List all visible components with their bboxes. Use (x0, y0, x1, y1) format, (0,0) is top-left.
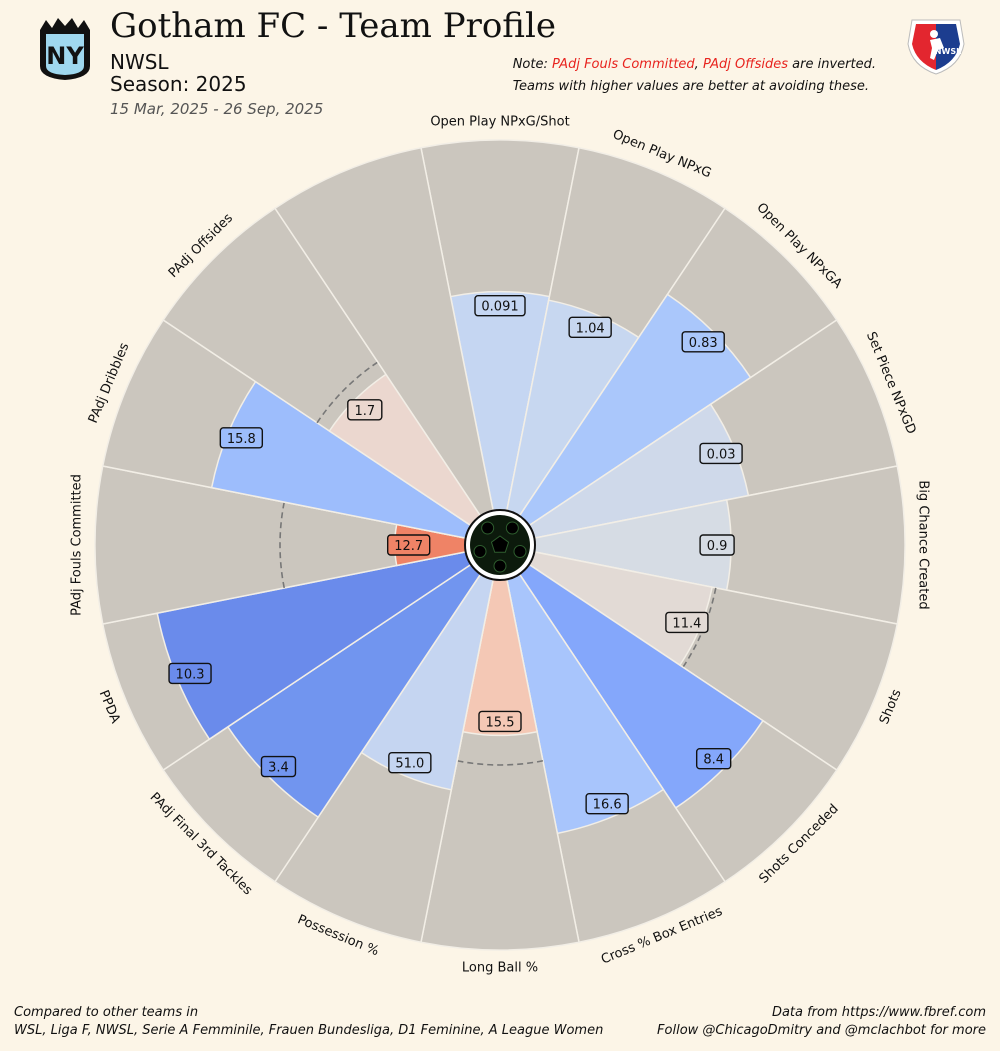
value-badge (387, 534, 431, 556)
inversion-note: Note: PAdj Fouls Committed, PAdj Offside… (512, 57, 876, 94)
value-text: 1.7 (354, 404, 375, 419)
category-label: Open Play NPxG/Shot (430, 115, 569, 130)
ball-patch (505, 521, 519, 535)
value-badge (695, 747, 732, 770)
value-text: 3.4 (268, 761, 289, 776)
value-text: 10.3 (176, 667, 205, 682)
average-arc (456, 759, 544, 766)
season-label: Season: 2025 (110, 72, 247, 96)
source-footer: Data from https://www.fbref.com Follow @… (657, 1005, 986, 1038)
value-text: 51.0 (395, 757, 424, 772)
value-badge (585, 792, 629, 815)
value-badge (568, 316, 612, 339)
value-text: 15.8 (227, 432, 256, 447)
category-label: Long Ball % (462, 961, 538, 976)
value-text: 0.83 (689, 336, 718, 351)
nwsl-shield-icon: NWSL (907, 19, 965, 75)
svg-text:NY: NY (46, 42, 84, 70)
ball-patch (473, 544, 487, 558)
value-text: 8.4 (703, 753, 724, 768)
average-arc (316, 361, 379, 424)
value-badge (478, 710, 522, 733)
value-text: 0.9 (707, 539, 728, 554)
value-badge (699, 442, 743, 465)
value-badge (665, 611, 709, 634)
value-badge (388, 751, 432, 774)
category-label: Shots (877, 687, 905, 727)
value-text: 12.7 (394, 539, 423, 554)
ball-pentagon (490, 535, 510, 553)
value-text: 15.5 (486, 715, 515, 730)
value-badge (168, 662, 212, 685)
value-text: 11.4 (672, 616, 701, 631)
average-arc (279, 501, 286, 589)
page-title: Gotham FC - Team Profile (110, 6, 556, 46)
team-logo: NY (36, 16, 94, 86)
comparison-footer: Compared to other teams in WSL, Liga F, … (14, 1005, 604, 1038)
value-text: 0.03 (707, 447, 736, 462)
ball-patch (481, 521, 495, 535)
value-badge (347, 399, 383, 421)
ball-patch (513, 544, 527, 558)
value-text: 1.04 (576, 321, 605, 336)
league-name: NWSL (110, 50, 169, 74)
category-label: PPDA (96, 688, 123, 726)
ball-patch (493, 559, 507, 573)
value-text: 16.6 (593, 798, 622, 813)
value-text: 0.091 (481, 300, 518, 315)
value-badge (260, 755, 297, 778)
value-badge (219, 427, 264, 449)
category-label: Big Chance Created (916, 480, 931, 609)
date-range: 15 Mar, 2025 - 26 Sep, 2025 (110, 100, 324, 118)
value-badge (699, 534, 735, 556)
league-logo: NWSL (904, 14, 968, 82)
category-label: PAdj Fouls Committed (70, 474, 85, 616)
value-badge (681, 331, 725, 353)
value-badge (474, 295, 526, 317)
crown-shield-icon: NY (40, 18, 90, 80)
svg-text:NWSL: NWSL (935, 47, 961, 56)
